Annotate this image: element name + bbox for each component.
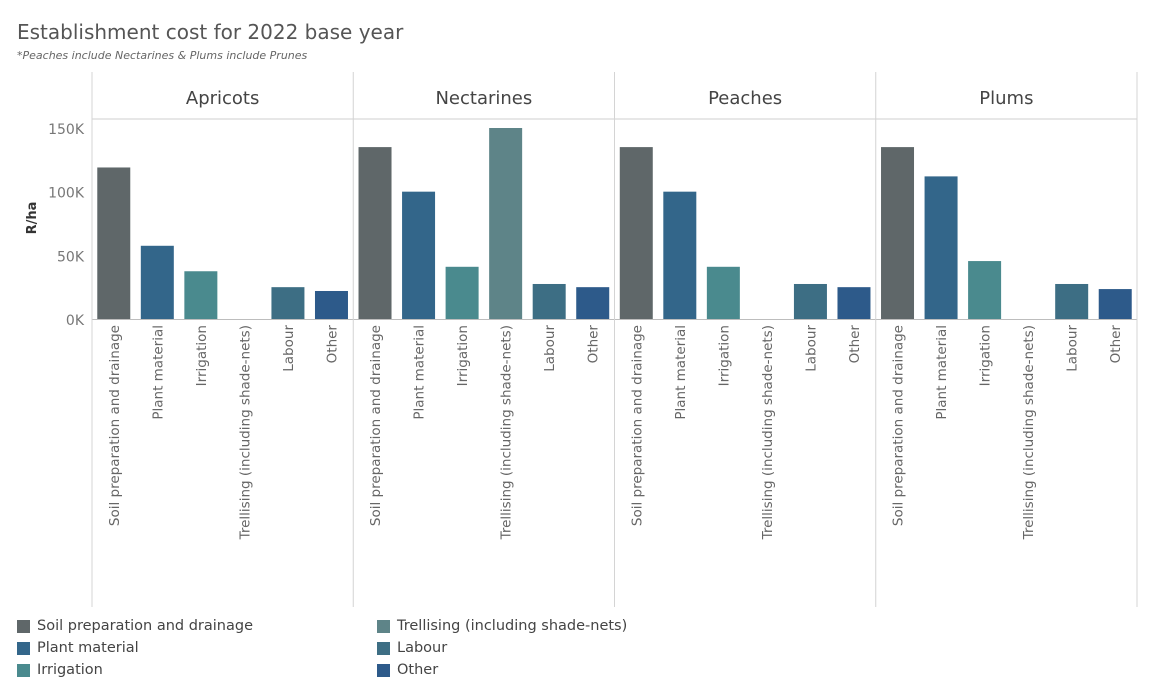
x-tick-label: Plant material xyxy=(412,325,428,420)
bar xyxy=(1098,289,1132,319)
x-tick-label: Labour xyxy=(1065,325,1081,372)
legend-label: Trellising (including shade-nets) xyxy=(397,618,628,634)
x-tick-label: Labour xyxy=(542,325,558,372)
bar xyxy=(358,147,392,319)
x-tick-label: Soil preparation and drainage xyxy=(107,325,123,526)
bar xyxy=(489,128,523,319)
faceted-bar-chart: 0K 50K 100K 150K R/ha Apricots Soil preparatio… xyxy=(25,72,1138,607)
legend-item[interactable]: Soil preparation and drainage xyxy=(17,618,253,634)
x-tick-label: Plant material xyxy=(673,325,689,420)
x-tick-label: Plant material xyxy=(150,325,166,420)
x-tick-label: Other xyxy=(324,325,340,364)
panel-title: Nectarines xyxy=(435,88,532,109)
y-tick-label: 0K xyxy=(66,313,85,329)
bar xyxy=(881,147,915,319)
bar xyxy=(1055,283,1089,319)
legend-item[interactable]: Plant material xyxy=(17,640,139,656)
bar xyxy=(532,283,566,319)
legend-swatch xyxy=(377,663,390,677)
x-tick-label: Irrigation xyxy=(716,325,732,386)
x-tick-label: Soil preparation and drainage xyxy=(368,325,384,526)
x-tick-label: Trellising (including shade-nets) xyxy=(1021,325,1037,540)
x-tick-label: Trellising (including shade-nets) xyxy=(237,325,253,540)
legend-label: Labour xyxy=(397,640,448,656)
legend-label: Other xyxy=(397,662,439,678)
x-tick-label: Other xyxy=(1108,325,1124,364)
bar xyxy=(968,261,1002,319)
x-tick-label: Trellising (including shade-nets) xyxy=(760,325,776,540)
y-axis-label: R/ha xyxy=(25,202,40,235)
bar xyxy=(402,191,436,319)
legend-item[interactable]: Other xyxy=(377,662,438,678)
bar xyxy=(576,287,610,319)
panel-title: Peaches xyxy=(708,88,782,109)
chart-subtitle: *Peaches include Nectarines & Plums incl… xyxy=(17,49,308,62)
bar xyxy=(271,287,305,319)
x-tick-label: Other xyxy=(586,325,602,364)
legend-swatch xyxy=(377,641,390,655)
x-tick-label: Plant material xyxy=(934,325,950,420)
x-tick-label: Soil preparation and drainage xyxy=(629,325,645,526)
bar xyxy=(793,283,827,319)
legend-swatch xyxy=(377,619,390,633)
x-tick-label: Labour xyxy=(803,325,819,372)
legend: Soil preparation and drainage Plant mate… xyxy=(17,618,737,688)
x-tick-label: Soil preparation and drainage xyxy=(891,325,907,526)
x-tick-label: Irrigation xyxy=(978,325,994,386)
bar xyxy=(706,266,740,319)
x-tick-label: Irrigation xyxy=(455,325,471,386)
bar xyxy=(663,191,697,319)
y-tick-label: 50K xyxy=(57,249,85,265)
legend-swatch xyxy=(17,641,30,655)
bar xyxy=(619,147,653,319)
bar xyxy=(837,287,871,319)
bar xyxy=(97,167,131,319)
legend-swatch xyxy=(17,663,30,677)
legend-label: Plant material xyxy=(37,640,139,656)
legend-label: Soil preparation and drainage xyxy=(37,618,253,634)
bar xyxy=(184,271,218,319)
legend-swatch xyxy=(17,619,30,633)
bar xyxy=(140,245,174,319)
y-tick-label: 100K xyxy=(48,186,85,202)
legend-item[interactable]: Irrigation xyxy=(17,662,103,678)
x-tick-label: Other xyxy=(847,325,863,364)
bar xyxy=(924,176,958,319)
chart-title: Establishment cost for 2022 base year xyxy=(17,20,404,44)
x-tick-label: Labour xyxy=(281,325,297,372)
bar xyxy=(314,290,348,319)
panel-title: Apricots xyxy=(186,88,260,109)
bar xyxy=(445,266,479,319)
legend-item[interactable]: Labour xyxy=(377,640,447,656)
x-tick-label: Irrigation xyxy=(194,325,210,386)
panel-title: Plums xyxy=(979,88,1033,109)
x-tick-label: Trellising (including shade-nets) xyxy=(499,325,515,540)
legend-item[interactable]: Trellising (including shade-nets) xyxy=(377,618,627,634)
y-tick-label: 150K xyxy=(48,122,85,138)
legend-label: Irrigation xyxy=(37,662,103,678)
